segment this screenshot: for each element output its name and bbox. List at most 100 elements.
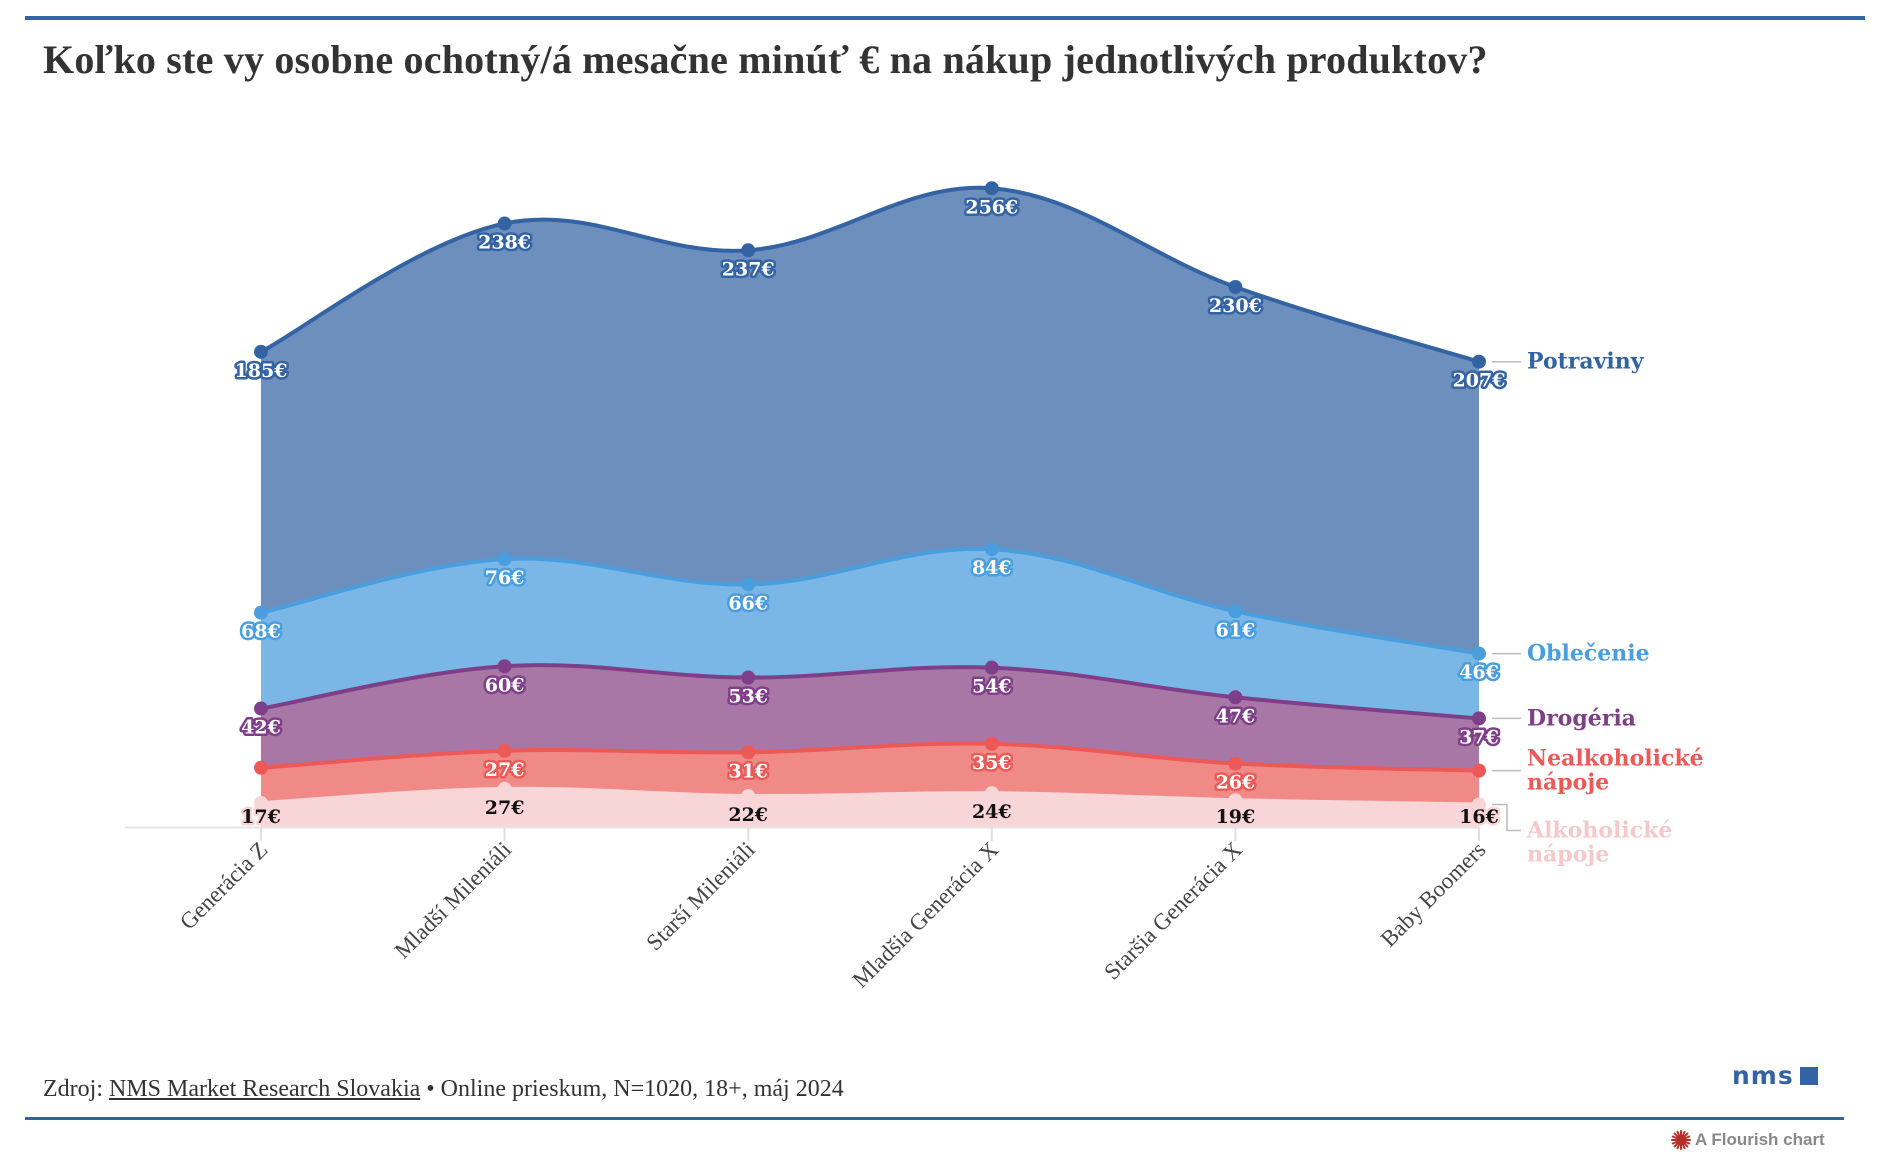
point-oblecenie[interactable] xyxy=(497,552,512,567)
value-label: 68€ xyxy=(241,621,281,643)
value-label: 53€ xyxy=(728,686,768,708)
value-label: 17€ xyxy=(241,806,281,828)
point-alkoholicke-napoje[interactable] xyxy=(1228,793,1243,808)
series-lines xyxy=(260,185,1480,807)
value-label: 76€ xyxy=(485,567,525,589)
point-potraviny[interactable] xyxy=(254,344,268,359)
x-tick-label: Generácia Z xyxy=(175,837,273,935)
point-potraviny[interactable] xyxy=(1472,354,1486,369)
value-label: 27€ xyxy=(485,759,525,781)
value-labels: 17€ 27€ 22€ 24€ 19€ 16€ 27€ 31€ 35€ 26€ 42€ 60€ 53€ 5… xyxy=(232,194,1508,831)
point-nealkoholicke-napoje[interactable] xyxy=(254,760,268,775)
point-oblecenie[interactable] xyxy=(1472,646,1486,661)
value-label: 54€ xyxy=(972,676,1012,698)
point-nealkoholicke-napoje[interactable] xyxy=(984,736,999,751)
flourish-burst-icon xyxy=(1671,1130,1691,1150)
point-drogeria[interactable] xyxy=(254,701,268,716)
value-label: 27€ xyxy=(485,797,525,819)
x-tick-label: Starší Mileniáli xyxy=(641,837,759,955)
top-rule xyxy=(25,16,1865,20)
x-tick-label: Mladšia Generácia X xyxy=(847,837,1003,993)
legend-label-line: Oblečenie xyxy=(1527,641,1650,667)
point-nealkoholicke-napoje[interactable] xyxy=(497,743,512,758)
area-alkoholicke-napoje xyxy=(261,788,1479,827)
legend-label-line: Potraviny xyxy=(1527,349,1645,375)
chart-title: Koľko ste vy osobne ochotný/á mesačne mi… xyxy=(43,37,1488,82)
point-alkoholicke-napoje[interactable] xyxy=(741,788,756,803)
footer-suffix: • Online prieskum, N=1020, 18+, máj 2024 xyxy=(420,1076,844,1102)
point-drogeria[interactable] xyxy=(741,670,756,685)
flourish-credit-text: A Flourish chart xyxy=(1695,1130,1825,1149)
point-alkoholicke-napoje[interactable] xyxy=(984,786,999,801)
legend-connector xyxy=(1492,803,1521,832)
point-nealkoholicke-napoje[interactable] xyxy=(1228,756,1243,771)
point-alkoholicke-napoje[interactable] xyxy=(254,796,268,811)
legend-label-oblecenie[interactable]: Oblečenie xyxy=(1527,641,1650,667)
x-tick-label: Baby Boomers xyxy=(1376,837,1491,952)
footer-prefix: Zdroj: xyxy=(43,1076,109,1102)
area-oblecenie xyxy=(261,548,1479,719)
line-drogeria xyxy=(260,663,1480,721)
legend-label-potraviny[interactable]: Potraviny xyxy=(1527,349,1645,375)
data-points xyxy=(254,181,1486,812)
value-label: 31€ xyxy=(728,760,768,782)
legend-label-drogeria[interactable]: Drogéria xyxy=(1527,705,1636,731)
legend-label-nealkoholicke-napoje[interactable]: Nealkoholické nápoje xyxy=(1527,746,1704,796)
value-label: 207€ xyxy=(1453,370,1506,392)
point-potraviny[interactable] xyxy=(497,216,512,231)
point-alkoholicke-napoje[interactable] xyxy=(497,781,512,796)
point-nealkoholicke-napoje[interactable] xyxy=(741,745,756,760)
value-label: 256€ xyxy=(965,196,1018,218)
point-alkoholicke-napoje[interactable] xyxy=(1472,797,1486,812)
point-drogeria[interactable] xyxy=(497,659,512,674)
point-potraviny[interactable] xyxy=(984,181,999,196)
area-layers xyxy=(261,187,1479,827)
point-drogeria[interactable] xyxy=(1472,711,1486,726)
x-tick-label: Mladší Mileniáli xyxy=(390,837,517,964)
x-axis: Generácia Z Mladší Mileniáli Starší Mileni… xyxy=(125,826,1491,993)
value-label: 22€ xyxy=(728,804,768,826)
value-label: 238€ xyxy=(478,232,531,254)
legend-label-line: Nealkoholické xyxy=(1527,746,1704,772)
point-drogeria[interactable] xyxy=(984,660,999,675)
x-tick-label: Staršia Generácia X xyxy=(1099,837,1247,985)
value-label: 42€ xyxy=(241,717,281,739)
legend-label-line: Drogéria xyxy=(1527,705,1636,731)
line-nealkoholicke-napoje xyxy=(260,741,1480,773)
value-label: 185€ xyxy=(235,360,288,382)
value-label: 84€ xyxy=(972,557,1012,579)
value-label: 61€ xyxy=(1216,619,1256,641)
value-label: 16€ xyxy=(1459,806,1499,828)
value-label: 46€ xyxy=(1459,662,1499,684)
nms-logo[interactable]: nms xyxy=(1732,1061,1818,1090)
line-oblecenie xyxy=(260,546,1480,656)
source-footer: Zdroj: NMS Market Research Slovakia • On… xyxy=(43,1076,844,1103)
line-potraviny xyxy=(260,185,1480,364)
area-potraviny xyxy=(261,187,1479,654)
point-oblecenie[interactable] xyxy=(741,577,756,592)
flourish-credit[interactable]: A Flourish chart xyxy=(1671,1130,1825,1150)
value-label: 26€ xyxy=(1216,772,1256,794)
value-label: 237€ xyxy=(722,258,775,280)
point-potraviny[interactable] xyxy=(741,243,756,258)
point-potraviny[interactable] xyxy=(1228,279,1243,294)
square-icon xyxy=(1799,1067,1818,1085)
legend-label-alkoholicke-napoje[interactable]: Alkoholické nápoje xyxy=(1526,817,1672,867)
point-oblecenie[interactable] xyxy=(254,605,268,620)
legend-label-line: Alkoholické xyxy=(1526,817,1672,843)
value-label: 19€ xyxy=(1216,806,1256,828)
value-label: 230€ xyxy=(1209,295,1262,317)
value-label: 37€ xyxy=(1459,726,1499,748)
value-label: 66€ xyxy=(728,592,768,614)
point-drogeria[interactable] xyxy=(1228,690,1243,705)
nms-logo-text: nms xyxy=(1732,1061,1794,1090)
legend-label-line: nápoje xyxy=(1527,841,1609,867)
point-oblecenie[interactable] xyxy=(984,542,999,557)
point-nealkoholicke-napoje[interactable] xyxy=(1472,763,1486,778)
bottom-rule xyxy=(25,1117,1844,1120)
point-oblecenie[interactable] xyxy=(1228,604,1243,619)
value-label: 60€ xyxy=(485,674,525,696)
source-link[interactable]: NMS Market Research Slovakia xyxy=(109,1076,421,1102)
value-label: 24€ xyxy=(972,801,1012,823)
